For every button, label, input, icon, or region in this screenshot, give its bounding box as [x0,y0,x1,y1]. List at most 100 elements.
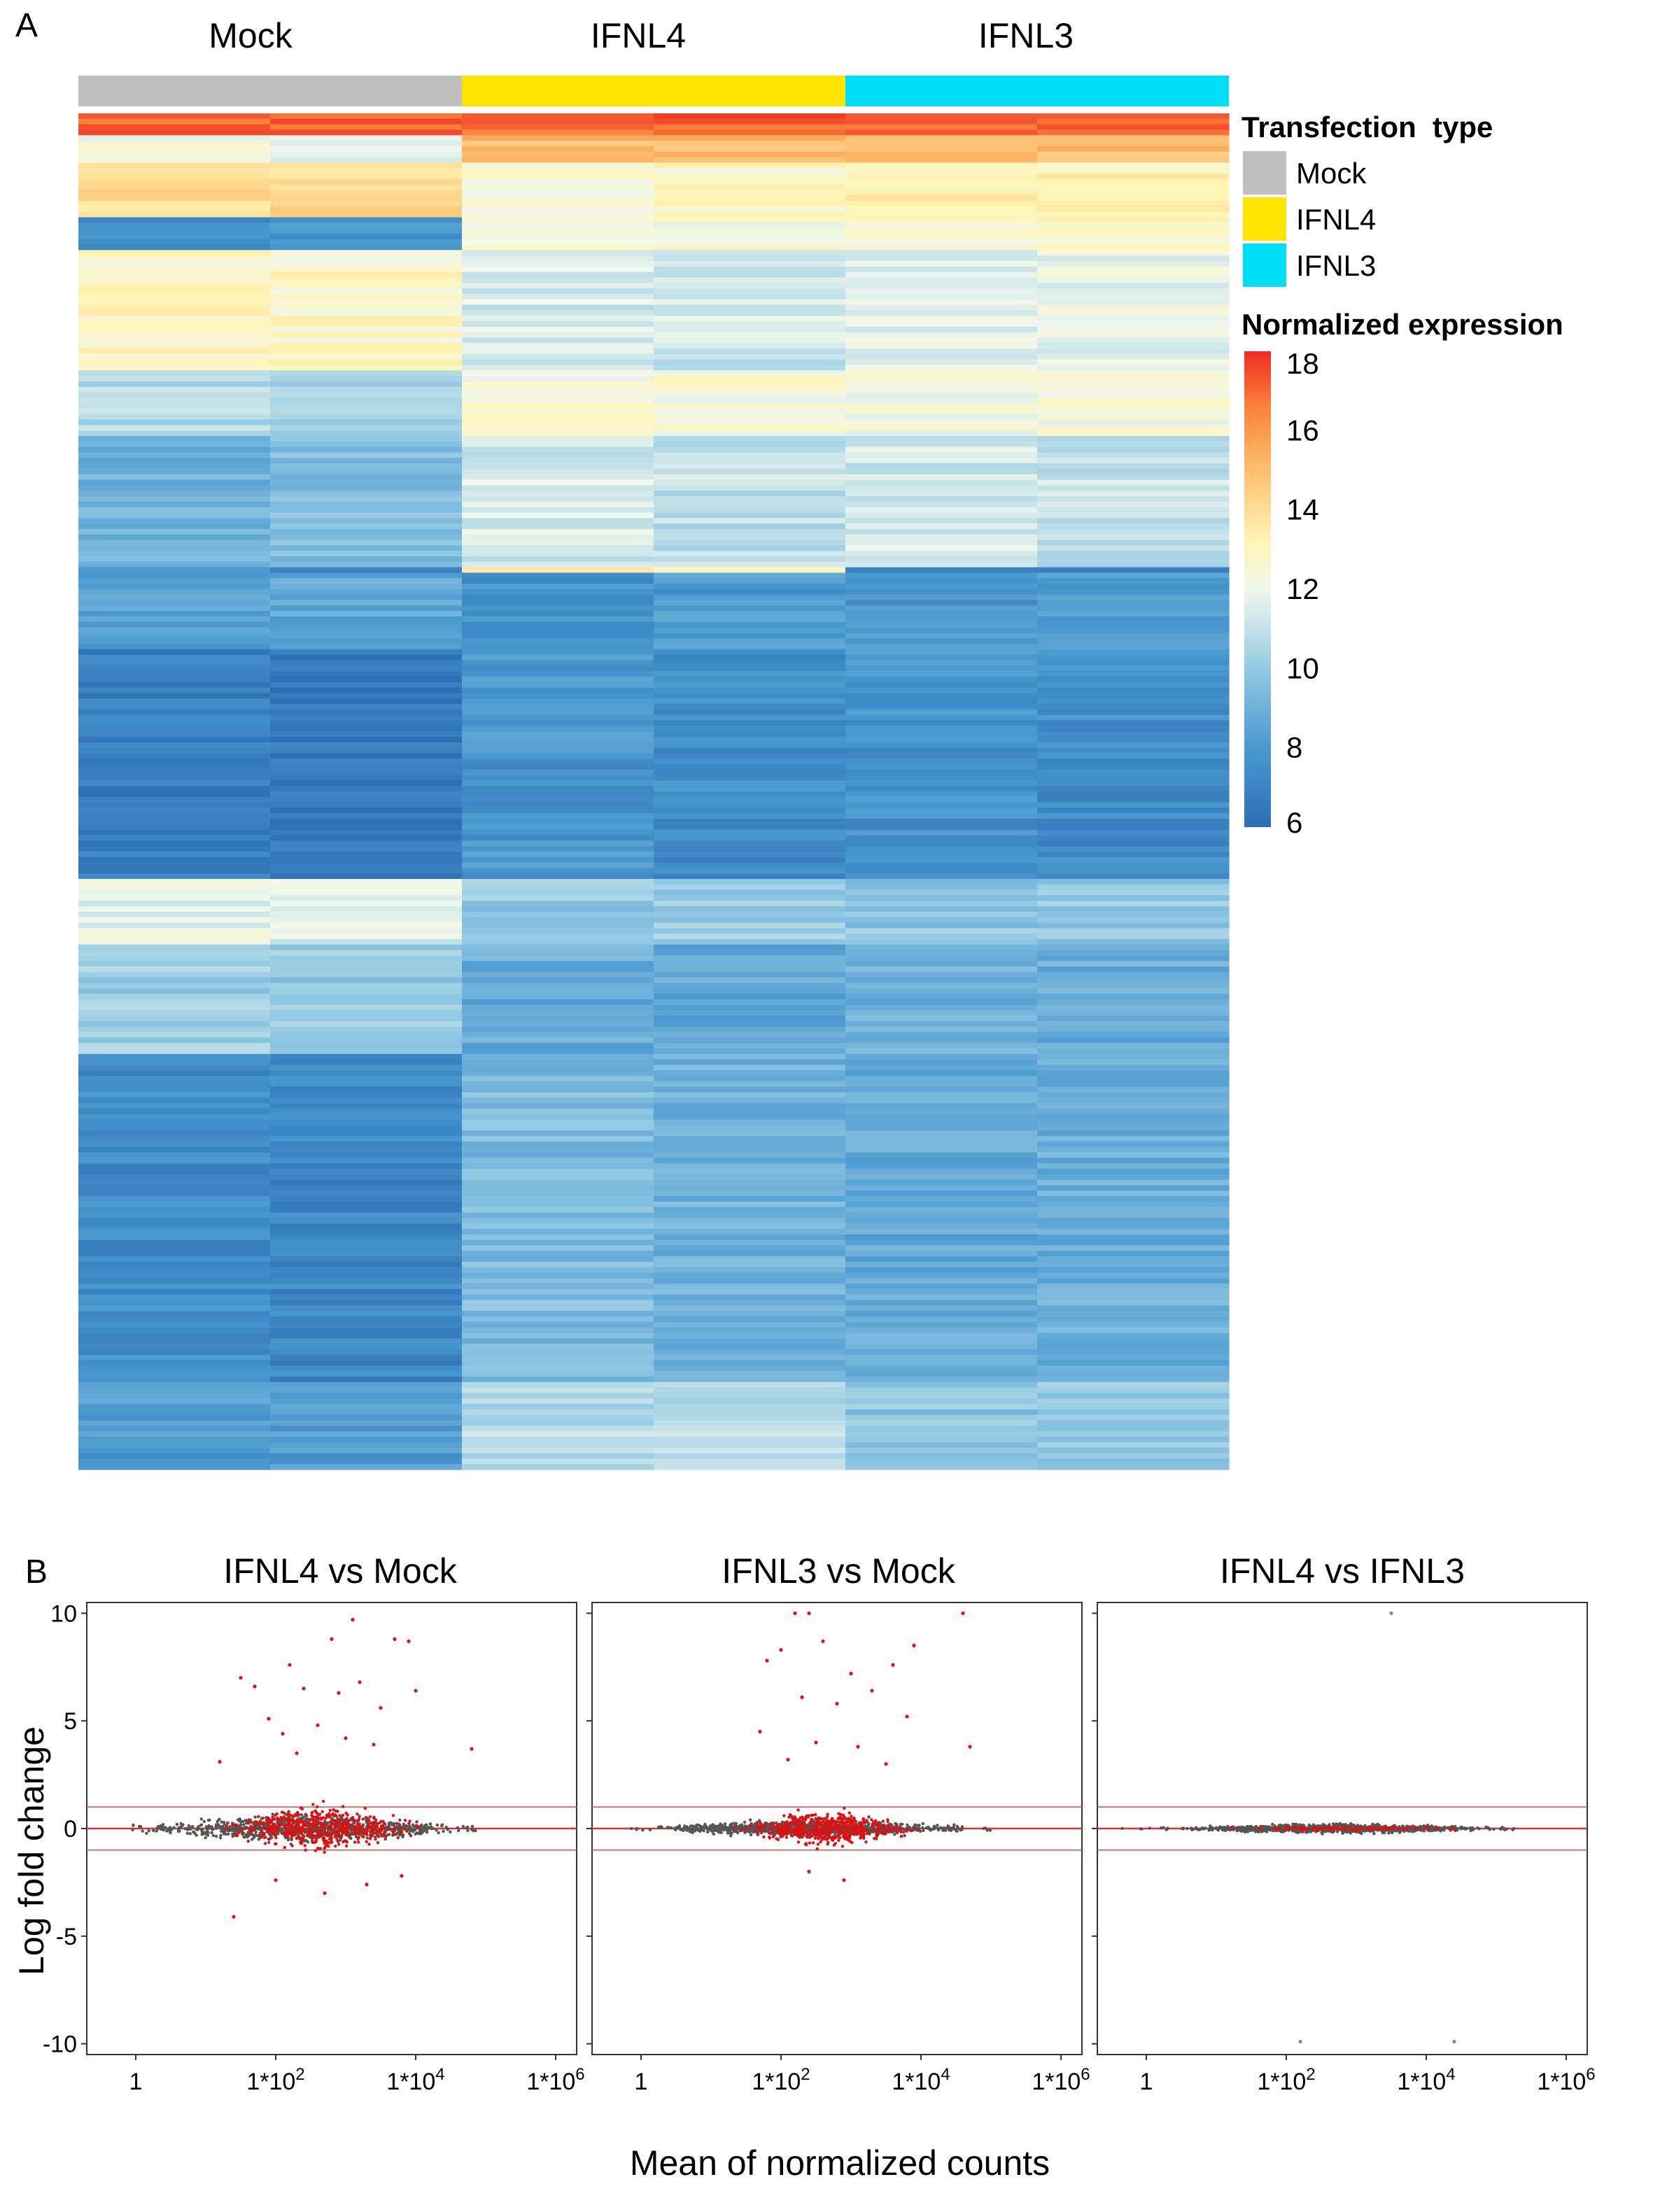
heatmap-cell [270,545,463,551]
heatmap-cell [462,1141,654,1148]
data-point [896,1831,899,1835]
transfection-legend-title: Transfection type [1242,111,1493,143]
heatmap-cell [654,977,846,984]
outlier-point [961,1611,965,1615]
data-point [387,1826,391,1830]
heatmap-cell [462,1393,654,1400]
data-point [305,1817,309,1821]
heatmap-cell [1037,353,1230,360]
heatmap-cell [270,288,463,295]
data-point [379,1819,383,1824]
heatmap-cell [78,326,271,333]
heatmap-cell [1037,1021,1230,1027]
heatmap-cell [270,1223,463,1230]
heatmap-cell [462,491,654,497]
heatmap-cell [845,1081,1038,1087]
heatmap-cell [1037,343,1230,349]
data-point [702,1829,705,1833]
heatmap-cell [270,201,463,207]
heatmap-cell [845,917,1038,924]
heatmap-cell [462,304,654,311]
heatmap-cell [654,1360,846,1367]
data-point [861,1834,864,1838]
heatmap-cell [462,971,654,978]
heatmap-cell [462,1202,654,1208]
data-point [218,1836,223,1840]
heatmap-cell [462,1365,654,1372]
heatmap-cell [462,1299,654,1306]
point-cloud [630,1806,992,1851]
data-point [727,1829,731,1833]
data-point [852,1816,856,1820]
data-point [720,1824,724,1827]
heatmap-cell [654,446,846,453]
heatmap-cell [78,217,271,223]
heatmap-cell [462,320,654,327]
heatmap-cell [845,1322,1038,1328]
heatmap-cell [78,135,271,141]
heatmap-cell [1037,966,1230,973]
heatmap-cell [654,1037,846,1044]
data-point [398,1818,402,1822]
heatmap-cell [462,633,654,639]
data-point [1209,1824,1212,1828]
heatmap-cell [270,994,463,1000]
data-point [861,1817,866,1821]
data-point [1408,1829,1412,1833]
data-point [407,1822,411,1825]
heatmap-cell [78,813,271,819]
heatmap-cell [654,386,846,393]
data-point [840,1845,845,1848]
heatmap-cell [1037,895,1230,901]
heatmap-cell [462,1015,654,1022]
data-point [311,1831,315,1834]
heatmap-cell [1037,1010,1230,1016]
data-point [345,1844,349,1848]
heatmap-cell [845,1316,1038,1323]
heatmap-cell [270,922,463,929]
data-point [843,1823,847,1826]
data-point [407,1824,411,1828]
heatmap-cell [78,1059,271,1066]
heatmap-cell [1037,813,1230,819]
heatmap-cell [462,1206,654,1213]
heatmap-cell [1037,178,1230,185]
group-label-mock: Mock [209,16,293,55]
data-point [391,1829,395,1833]
data-point [328,1837,332,1841]
heatmap-cell [270,1021,463,1027]
heatmap-cell [1037,141,1230,147]
data-point [875,1837,878,1840]
heatmap-cell [1037,1464,1230,1470]
data-point [360,1825,365,1829]
heatmap-cell [78,151,271,158]
outlier-point [905,1714,909,1719]
heatmap-cell [462,1453,654,1459]
heatmap-cell [270,1179,463,1186]
heatmap-cell [1037,293,1230,300]
data-point [355,1832,358,1836]
data-point [803,1821,806,1824]
heatmap-cell [78,769,271,776]
heatmap-cell [654,1103,846,1109]
heatmap-cell [270,124,463,131]
heatmap-cell [1037,1431,1230,1437]
heatmap-cell [270,1146,463,1153]
heatmap-cell [462,129,654,136]
heatmap-cell [462,1103,654,1109]
data-point [283,1845,286,1850]
heatmap-cell [1037,1453,1230,1459]
heatmap-cell [1037,1163,1230,1169]
heatmap-cell [270,168,463,174]
heatmap-cell [270,1108,463,1115]
heatmap-cell [654,605,846,612]
heatmap-cell [845,1108,1038,1115]
heatmap-cell [78,436,271,442]
data-point [374,1837,377,1841]
heatmap-cell [1037,436,1230,442]
data-point [411,1823,415,1826]
heatmap-cell [78,1179,271,1186]
heatmap-cell [654,1464,846,1470]
heatmap-cell [654,201,846,207]
x-tick-label: 1*104 [892,2065,950,2095]
